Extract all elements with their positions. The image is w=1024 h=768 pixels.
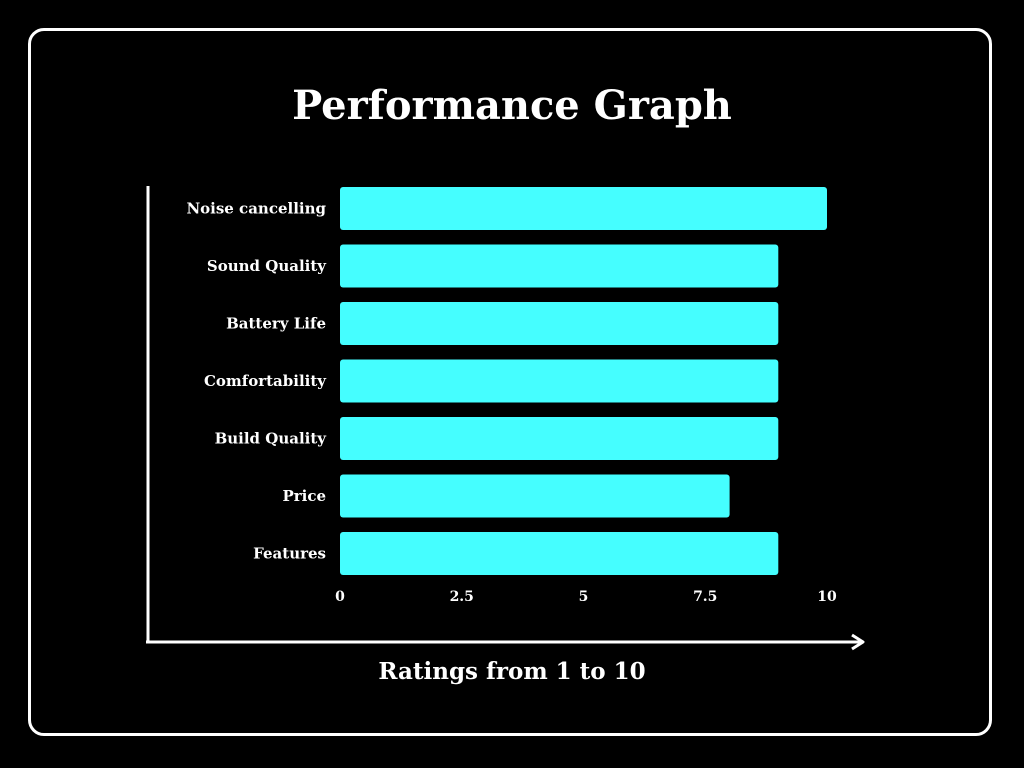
- category-label-build-quality: Build Quality: [215, 430, 328, 448]
- bar-battery-life: [340, 302, 779, 345]
- x-axis-title: Ratings from 1 to 10: [378, 658, 646, 685]
- bar-build-quality: [340, 417, 779, 460]
- x-tick-label: 7.5: [693, 589, 717, 605]
- x-tick-label: 10: [817, 589, 837, 605]
- x-axis-arrowhead: [851, 633, 865, 651]
- x-tick-label: 2.5: [450, 589, 474, 605]
- bar-noise-cancelling: [340, 187, 827, 230]
- x-tick-label: 0: [335, 589, 345, 605]
- chart-frame: [28, 28, 992, 736]
- chart-title: Performance Graph: [292, 82, 732, 129]
- bar-features: [340, 532, 779, 575]
- category-label-price: Price: [282, 487, 326, 505]
- category-label-noise-cancelling: Noise cancelling: [186, 200, 326, 218]
- x-tick-label: 5: [579, 589, 589, 605]
- category-label-features: Features: [253, 545, 326, 563]
- bar-sound-quality: [340, 244, 779, 288]
- category-label-battery-life: Battery Life: [226, 315, 326, 333]
- bar-comfortability: [340, 359, 779, 403]
- bar-price: [340, 474, 730, 518]
- category-label-sound-quality: Sound Quality: [207, 257, 327, 275]
- category-label-comfortability: Comfortability: [204, 372, 327, 390]
